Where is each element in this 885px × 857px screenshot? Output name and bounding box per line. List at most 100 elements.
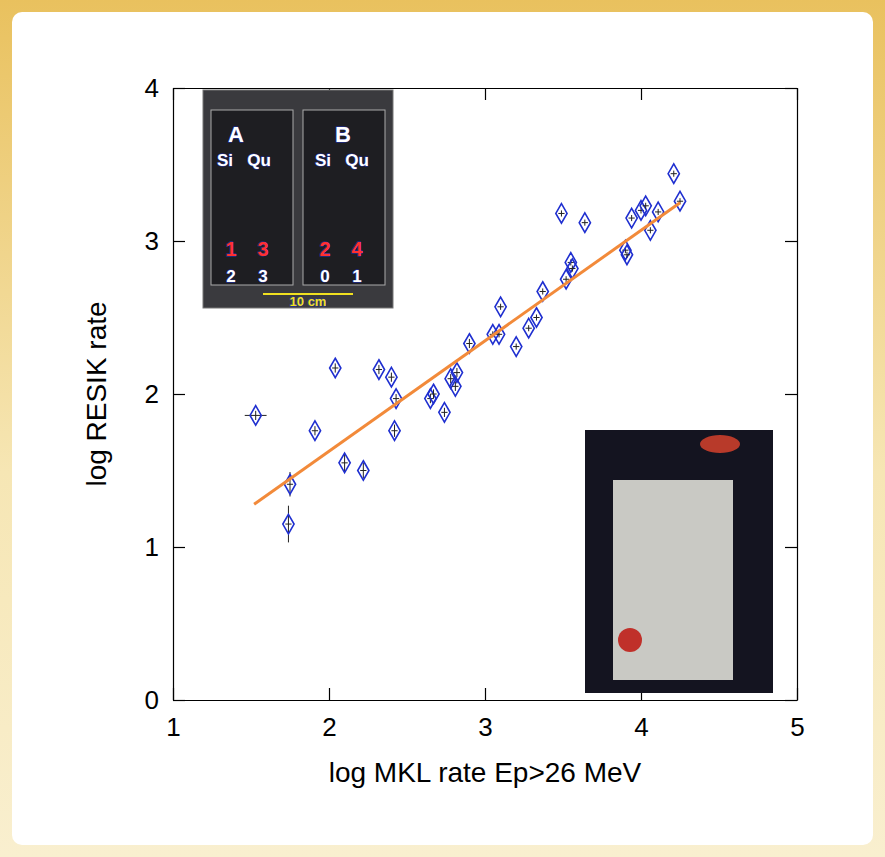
error-bar [569,268,575,269]
error-bar [582,222,588,223]
error-bar [513,346,519,347]
tick-mark [173,700,185,701]
error-bar [466,343,472,344]
data-point [358,461,369,481]
tick-mark [173,394,185,395]
error-bar [360,470,366,471]
data-point [439,403,450,423]
tick-label: 1 [166,712,180,742]
data-point [451,363,462,383]
tick-label: 4 [145,73,159,103]
data-point [389,421,400,441]
data-point [674,191,685,211]
axis-line [797,89,798,701]
data-point [531,308,542,328]
error-bar [671,173,677,174]
data-point [386,367,397,387]
inset-box [303,110,385,285]
tick-mark [173,88,185,89]
tick [485,88,486,100]
error-bar [497,306,503,307]
annotation: Qu [345,151,369,170]
tick [641,88,642,100]
error-bar [376,369,382,370]
tick-mark [785,547,797,548]
tick: 1 [145,532,185,562]
y-axis-right [785,89,798,701]
error-bar [448,378,454,379]
data-point [621,245,632,265]
tick [785,547,797,548]
error-bar [655,211,661,212]
error-bar [285,524,291,525]
tick: 3 [478,688,492,742]
data-point [339,453,350,473]
inset-photo [585,430,773,693]
tick-label: 3 [478,712,492,742]
plot: 1234501234ABSiQuSiQu1324230110 cm [145,73,805,743]
tick-mark [785,394,797,395]
error-bar [287,484,293,485]
data-point [556,204,567,224]
annotation: B [335,122,351,147]
tick: 0 [145,685,185,715]
data-point [250,406,261,426]
tick-label: 3 [145,226,159,256]
tick: 2 [322,688,336,742]
data-point [373,360,384,380]
error-bar [341,462,347,463]
tick [785,394,797,395]
inset-device [613,480,733,680]
x-axis-title: log MKL rate Ep>26 MeV [329,757,642,788]
inset-detail [618,628,642,652]
tick-mark [329,688,330,700]
x-axis: 12345 [166,688,804,742]
tick-label: 2 [145,379,159,409]
error-bar [454,372,460,373]
annotation: 3 [258,267,267,286]
error-bar [647,230,653,231]
tick-mark [785,241,797,242]
error-bar [624,254,630,255]
tick: 2 [145,379,185,409]
tick-label: 0 [145,685,159,715]
inset-detail [700,435,740,453]
error-bar [393,398,399,399]
tick-label: 2 [322,712,336,742]
error-bar [391,430,397,431]
tick-mark [173,547,185,548]
annotation: A [228,122,244,147]
error-bar [452,386,458,387]
error-bar [245,415,267,416]
tick [785,700,797,701]
data-point [640,196,651,216]
chart: 1234501234ABSiQuSiQu1324230110 cmlog MKL… [0,0,885,857]
annotation: 3 [257,238,268,260]
tick-mark [485,688,486,700]
error-bar [388,377,394,378]
annotation: 1 [225,238,236,260]
tick [785,88,797,89]
axis-line [174,700,798,701]
tick-mark [641,88,642,100]
annotation: 0 [320,267,329,286]
error-bar [332,367,338,368]
annotation: 4 [351,238,363,260]
annotation: 1 [352,267,361,286]
data-point [511,337,522,357]
error-bar [312,430,318,431]
tick: 4 [634,688,648,742]
scatter-series [245,164,686,542]
tick: 3 [145,226,185,256]
error-bar [629,218,635,219]
marks [245,164,686,542]
data-point [428,384,439,404]
inset-photo [203,90,393,308]
annotation: 10 cm [290,294,327,309]
error-bar [430,394,436,395]
error-bar [540,291,546,292]
tick-mark [173,241,185,242]
error-bar [533,317,539,318]
data-point [309,421,320,441]
tick-mark [785,88,797,89]
